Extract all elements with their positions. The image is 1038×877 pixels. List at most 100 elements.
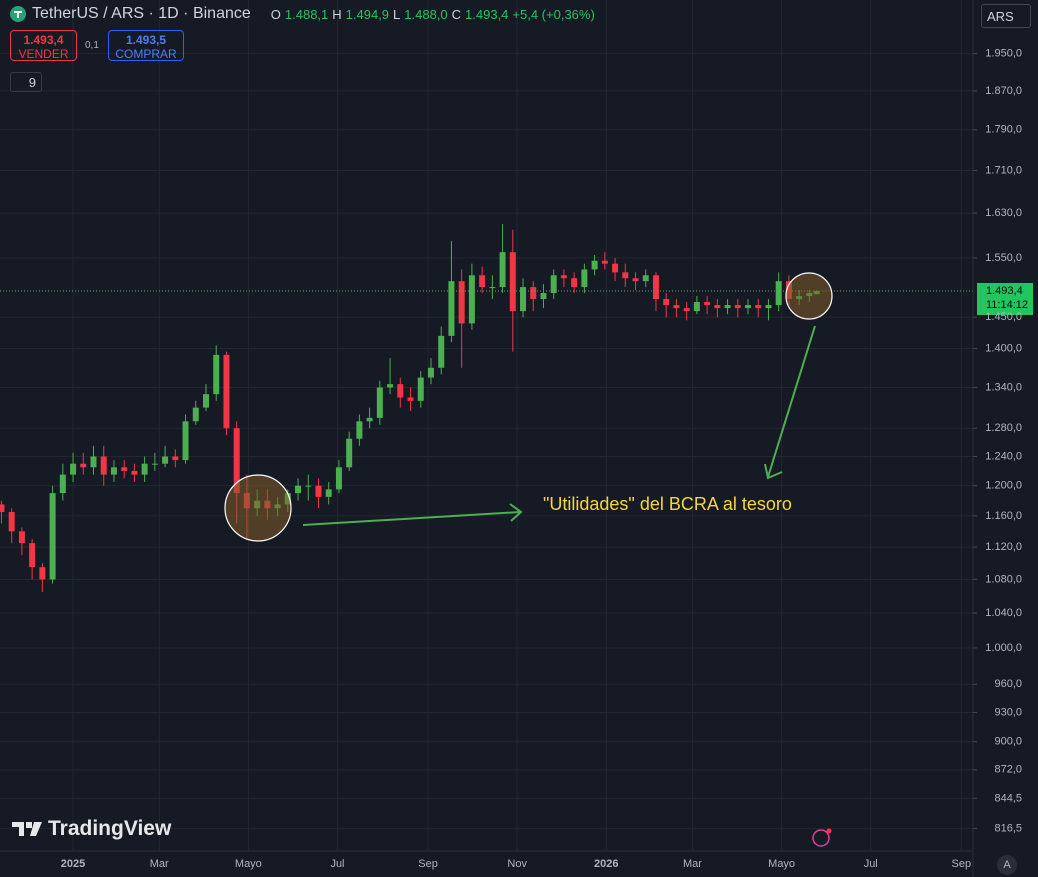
candle-body	[663, 299, 670, 306]
candle-body	[376, 387, 383, 418]
candle-body	[172, 456, 179, 461]
candle-body	[734, 305, 741, 309]
candle-body	[704, 302, 711, 306]
candle-body	[59, 474, 66, 494]
candle-body	[520, 287, 527, 312]
y-tick-label: 1.040,0	[985, 607, 1022, 619]
auto-scale[interactable]: A	[997, 855, 1017, 875]
y-tick-label: 872,0	[994, 764, 1022, 776]
candle-body	[591, 260, 598, 270]
sell-button[interactable]: 1.493,4 VENDER	[10, 30, 77, 61]
y-tick-label: 1.160,0	[985, 510, 1022, 522]
price-tag	[977, 283, 1033, 315]
candle-body	[622, 272, 629, 279]
x-tick-label: Jul	[864, 858, 878, 870]
y-tick-label: 1.710,0	[985, 164, 1022, 176]
indicators-toggle[interactable]: 9	[10, 72, 42, 92]
candle-body	[571, 278, 578, 288]
y-tick-label: 1.450,0	[985, 311, 1022, 323]
brand-icon	[12, 822, 42, 836]
candle-body	[632, 278, 639, 282]
candle-body	[18, 531, 25, 544]
candle-body	[110, 467, 117, 475]
candle-body	[121, 467, 128, 471]
change: +5,4 (+0,36%)	[512, 6, 595, 22]
candle-body	[90, 456, 97, 468]
candle-body	[141, 463, 148, 475]
y-tick-label: 1.280,0	[985, 422, 1022, 434]
candle-body	[540, 293, 547, 300]
x-tick-label: 2025	[61, 858, 85, 870]
y-tick-label: 1.950,0	[985, 47, 1022, 59]
value: 1.494,9	[345, 6, 390, 22]
brand-text: TradingView	[48, 817, 172, 840]
candle-body	[0, 504, 5, 513]
countdown: 11:14:12	[986, 299, 1028, 311]
currency-select[interactable]: ARS	[981, 4, 1031, 28]
x-tick-label: Mar	[150, 858, 169, 870]
x-tick-label: Sep	[418, 858, 438, 870]
candle-body	[387, 384, 394, 388]
candle-body	[366, 417, 373, 422]
buy-price: 1.493,5	[125, 33, 167, 47]
y-tick-label: 1.200,0	[985, 480, 1022, 492]
candle-body	[438, 335, 445, 368]
candle-body	[151, 463, 158, 465]
x-tick-label: Sep	[952, 858, 972, 870]
candle-body	[305, 485, 312, 487]
candle-body	[233, 428, 240, 494]
candle-body	[724, 305, 731, 309]
candle-body	[489, 287, 496, 289]
label: L	[393, 6, 401, 22]
annotation: "Utilidades" del BCRA al tesoro	[543, 494, 792, 514]
highlight-circle	[224, 474, 292, 542]
candle-body	[714, 305, 721, 309]
x-tick-label: 2026	[594, 858, 618, 870]
candle-body	[182, 421, 189, 461]
y-tick-label: 1.790,0	[985, 124, 1022, 136]
y-tick-label: 816,5	[994, 822, 1022, 834]
label: H	[332, 6, 342, 22]
arrows	[302, 325, 816, 526]
candle-body	[479, 275, 486, 288]
candle-body	[356, 421, 363, 439]
candle-body	[499, 252, 506, 288]
symbol-header: TetherUS / ARS · 1D · Binance O 1.488,1 H…	[10, 5, 595, 23]
highlight-circle	[785, 272, 833, 320]
candle-body	[407, 397, 414, 401]
x-tick-label: Nov	[507, 858, 527, 870]
candle-body	[39, 567, 46, 580]
candle-body	[70, 463, 77, 475]
ohlc: O 1.488,1 H 1.494,9 L 1.488,0 C 1.493,4 +5,4…	[271, 7, 595, 22]
candle-body	[673, 305, 680, 309]
candle-body	[468, 275, 475, 324]
x-tick-label: Mar	[683, 858, 702, 870]
buy-button[interactable]: 1.493,5 COMPRAR	[108, 30, 184, 61]
y-tick-label: 900,0	[994, 736, 1022, 748]
label: O	[270, 6, 281, 22]
brand: TradingView	[12, 817, 171, 841]
candle-body	[530, 287, 537, 300]
candle-body	[49, 493, 56, 580]
symbol: TetherUS / ARS · 1D · Binance	[32, 5, 251, 22]
y-tick-label: 1.080,0	[985, 573, 1022, 585]
candle-body	[80, 463, 87, 468]
candle-body	[755, 305, 762, 309]
candle-body	[775, 281, 782, 306]
y-tick-label: 1.550,0	[985, 252, 1022, 264]
label: C	[451, 6, 462, 22]
y-tick-label: 1.240,0	[985, 450, 1022, 462]
value: 1.488,1	[284, 6, 329, 22]
alert-icon[interactable]	[812, 828, 832, 847]
y-tick-label: 1.400,0	[985, 342, 1022, 354]
candle-body	[601, 260, 608, 264]
y-tick-label: 930,0	[994, 706, 1022, 718]
candle-body	[325, 489, 332, 497]
candle-body	[765, 305, 772, 309]
y-tick-label: 1.120,0	[985, 541, 1022, 553]
candle-body	[417, 377, 424, 401]
candle-body	[295, 485, 302, 494]
candle-body	[550, 275, 557, 294]
candle-body	[458, 281, 465, 324]
